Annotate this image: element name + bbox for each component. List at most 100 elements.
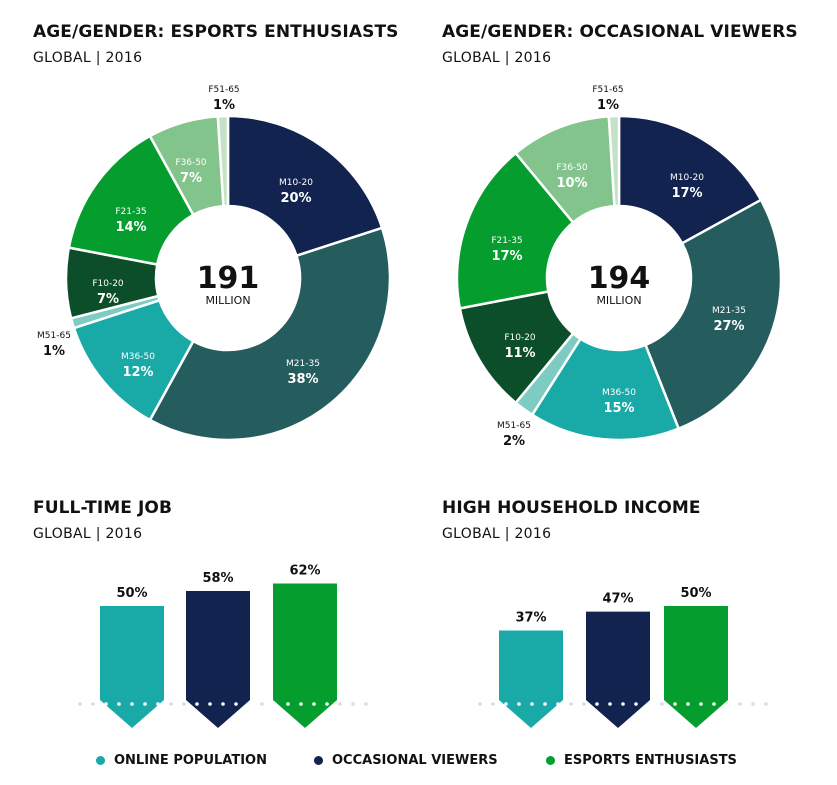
- slice-label: M51-65: [497, 421, 531, 431]
- slice-value-label: 14%: [115, 220, 146, 235]
- slice-label: M10-20: [279, 178, 313, 188]
- baseline-dot: [712, 702, 716, 706]
- baseline-dot: [286, 702, 290, 706]
- baseline-dot: [647, 702, 651, 706]
- baseline-dot: [273, 702, 277, 706]
- pie-slice-m10-20: [617, 114, 763, 246]
- baseline-dot: [325, 702, 329, 706]
- baseline-dot: [208, 702, 212, 706]
- baseline-dot: [764, 702, 768, 706]
- baseline-dot: [699, 702, 703, 706]
- bar-value-label: 58%: [202, 571, 233, 586]
- pie2-subtitle: GLOBAL | 2016: [442, 50, 552, 66]
- baseline-dot: [91, 702, 95, 706]
- baseline-dot: [504, 702, 508, 706]
- slice-label: F10-20: [504, 333, 536, 343]
- slice-label: F51-65: [592, 85, 623, 95]
- baseline-dot: [725, 702, 729, 706]
- pie-slice-m21-35: [643, 198, 783, 431]
- bar-esports-enthusiasts: [273, 583, 337, 728]
- baseline-dot: [517, 702, 521, 706]
- baseline-dot: [478, 702, 482, 706]
- baseline-dot: [117, 702, 121, 706]
- bar-occasional-viewers: [186, 590, 250, 728]
- baseline-dot: [351, 702, 355, 706]
- slice-label: M21-35: [712, 306, 746, 316]
- slice-label: M21-35: [286, 359, 320, 369]
- legend-dot-esports-enthusiasts: [546, 755, 555, 765]
- baseline-dot: [234, 702, 238, 706]
- slice-value-label: 7%: [97, 292, 119, 307]
- legend-item-occasional-viewers: OCCASIONAL VIEWERS: [314, 750, 498, 770]
- pie-slice-f21-35: [455, 151, 575, 310]
- pie1-title: AGE/GENDER: ESPORTS ENTHUSIASTS: [33, 22, 399, 42]
- pie-slice-m36-50: [530, 337, 681, 442]
- legend-item-online-population: ONLINE POPULATION: [96, 750, 267, 770]
- baseline-dot: [299, 702, 303, 706]
- center-unit: MILLION: [205, 294, 250, 307]
- bar-occasional-viewers: [586, 611, 650, 728]
- bar-esports-enthusiasts: [664, 606, 728, 728]
- baseline-dot: [182, 702, 186, 706]
- bar-value-label: 47%: [602, 592, 633, 607]
- bar-value-label: 50%: [680, 586, 711, 601]
- legend-dot-online-population: [96, 755, 105, 765]
- slice-label: F36-50: [175, 158, 207, 168]
- slice-value-label: 7%: [180, 171, 202, 186]
- bar-value-label: 62%: [289, 563, 320, 578]
- legend-item-esports-enthusiasts: ESPORTS ENTHUSIASTS: [546, 750, 737, 770]
- baseline-dot: [247, 702, 251, 706]
- legend-label: ONLINE POPULATION: [114, 752, 267, 768]
- bar-online-population: [100, 606, 164, 728]
- pie-slice-f51-65: [607, 114, 621, 208]
- bar2-title: HIGH HOUSEHOLD INCOME: [442, 498, 701, 518]
- slice-label: M10-20: [670, 173, 704, 183]
- slice-value-label: 38%: [287, 372, 318, 387]
- baseline-dot: [530, 702, 534, 706]
- slice-value-label: 15%: [603, 401, 634, 416]
- slice-value-label: 20%: [280, 191, 311, 206]
- pie-slice-f21-35: [67, 134, 196, 266]
- bar1-subtitle: GLOBAL | 2016: [33, 526, 143, 542]
- slice-value-label: 11%: [504, 346, 535, 361]
- bar2-subtitle: GLOBAL | 2016: [442, 526, 552, 542]
- pie-slice-f51-65: [216, 114, 230, 208]
- baseline-dot: [634, 702, 638, 706]
- baseline-dot: [608, 702, 612, 706]
- slice-label: F21-35: [115, 207, 146, 217]
- pie1-subtitle: GLOBAL | 2016: [33, 50, 143, 66]
- slice-value-label: 17%: [671, 186, 702, 201]
- baseline-dot: [621, 702, 625, 706]
- bar1-title: FULL-TIME JOB: [33, 498, 173, 518]
- slice-value-label: 10%: [556, 176, 587, 191]
- pie2-title: AGE/GENDER: OCCASIONAL VIEWERS: [442, 22, 798, 42]
- slice-value-label: 17%: [491, 249, 522, 264]
- baseline-dot: [338, 702, 342, 706]
- baseline-dot: [364, 702, 368, 706]
- slice-value-label: 1%: [597, 98, 619, 113]
- baseline-dot: [543, 702, 547, 706]
- bar-online-population: [499, 630, 563, 728]
- slice-value-label: 27%: [713, 319, 744, 334]
- baseline-dot: [169, 702, 173, 706]
- baseline-dot: [686, 702, 690, 706]
- baseline-dot: [582, 702, 586, 706]
- baseline-dot: [491, 702, 495, 706]
- center-unit: MILLION: [596, 294, 641, 307]
- slice-label: M51-65: [37, 331, 71, 341]
- slice-label: F10-20: [92, 279, 124, 289]
- baseline-dot: [673, 702, 677, 706]
- baseline-dot: [260, 702, 264, 706]
- legend-label: OCCASIONAL VIEWERS: [332, 752, 498, 768]
- baseline-dot: [556, 702, 560, 706]
- baseline-dot: [143, 702, 147, 706]
- baseline-dot: [221, 702, 225, 706]
- slice-value-label: 1%: [213, 98, 235, 113]
- bar-value-label: 50%: [116, 586, 147, 601]
- bar-value-label: 37%: [515, 610, 546, 625]
- baseline-dot: [156, 702, 160, 706]
- baseline-dot: [78, 702, 82, 706]
- slice-label: F21-35: [491, 236, 522, 246]
- slice-value-label: 1%: [43, 344, 65, 359]
- legend-dot-occasional-viewers: [314, 755, 323, 765]
